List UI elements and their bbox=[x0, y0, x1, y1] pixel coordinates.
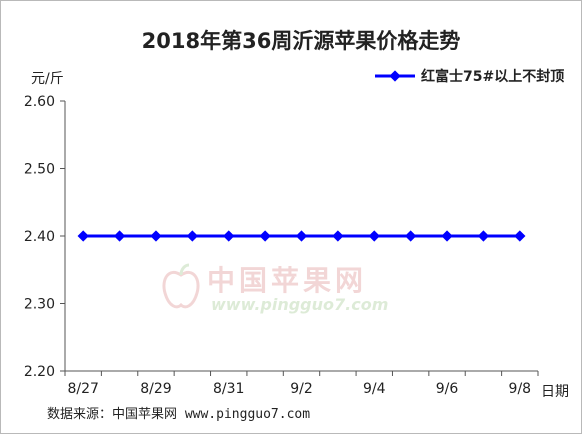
data-point bbox=[259, 230, 271, 242]
data-point bbox=[368, 230, 380, 242]
legend-label: 红富士75#以上不封顶 bbox=[421, 69, 565, 85]
y-tick-label: 2.50 bbox=[24, 162, 55, 178]
x-tick-label: 8/27 bbox=[67, 381, 98, 397]
data-point bbox=[186, 230, 199, 242]
data-point bbox=[223, 230, 235, 242]
y-tick-label: 2.60 bbox=[24, 94, 55, 110]
y-axis-unit-label: 元/斤 bbox=[31, 71, 64, 87]
legend: 红富士75#以上不封顶 bbox=[375, 66, 564, 86]
data-point bbox=[150, 230, 162, 242]
x-tick-label: 8/29 bbox=[140, 381, 171, 397]
x-axis-label: 日期 bbox=[541, 384, 569, 400]
x-tick-label: 9/2 bbox=[290, 381, 313, 397]
x-tick-label: 9/4 bbox=[363, 381, 386, 397]
data-point bbox=[113, 230, 126, 242]
y-tick-label: 2.30 bbox=[24, 297, 55, 313]
data-point bbox=[404, 230, 417, 242]
data-point bbox=[477, 230, 490, 242]
y-tick-label: 2.20 bbox=[24, 364, 55, 380]
data-point bbox=[514, 230, 526, 242]
data-point bbox=[77, 230, 89, 242]
data-point bbox=[295, 230, 308, 242]
x-tick-label: 8/31 bbox=[213, 381, 244, 397]
data-point bbox=[441, 230, 453, 242]
x-tick-label: 9/8 bbox=[509, 381, 532, 397]
legend-swatch bbox=[375, 70, 415, 82]
source-note: 数据来源：中国苹果网 www.pingguo7.com bbox=[47, 407, 311, 422]
x-tick-label: 9/6 bbox=[436, 381, 459, 397]
data-point bbox=[332, 230, 344, 242]
y-tick-label: 2.40 bbox=[24, 229, 55, 245]
chart-title: 2018年第36周沂源苹果价格走势 bbox=[141, 29, 461, 53]
